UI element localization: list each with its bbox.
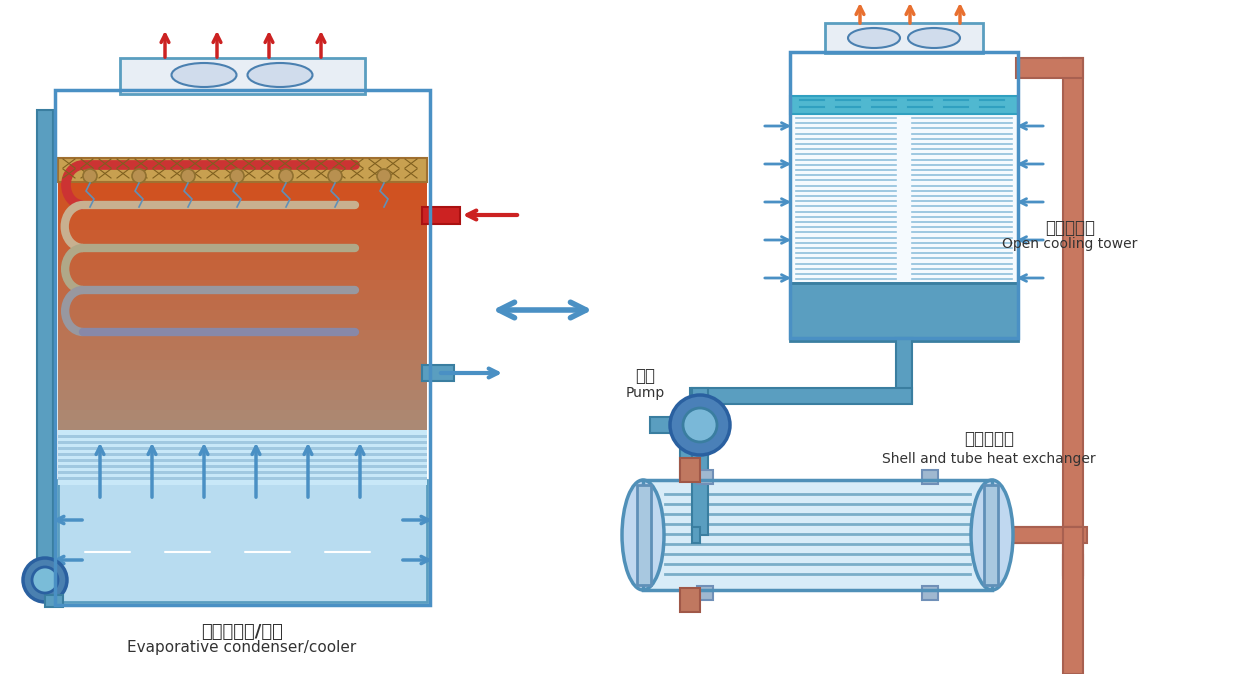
Ellipse shape [172,63,236,87]
Bar [58,435,427,438]
Bar [790,52,1018,338]
Bar [58,330,427,341]
Bar [992,527,1083,543]
Bar [1063,555,1083,575]
Bar [58,465,427,468]
Bar [58,280,427,291]
Bar [58,180,427,191]
Bar [790,113,1018,283]
Bar [692,527,699,543]
Bar [825,23,983,53]
Bar [680,433,696,480]
Ellipse shape [907,28,959,48]
Circle shape [670,395,730,455]
Bar [650,417,728,433]
Bar [680,458,699,482]
Bar [58,360,427,371]
Circle shape [32,567,58,593]
Bar [638,485,651,585]
Bar [58,453,427,456]
Bar [58,400,427,411]
Bar [1016,58,1083,78]
Bar [58,270,427,281]
Ellipse shape [621,480,664,590]
Bar [58,290,427,301]
Bar [58,430,427,485]
Bar [58,190,427,201]
Bar [58,230,427,241]
Bar [692,453,708,535]
Bar [643,480,992,590]
Circle shape [683,408,717,442]
Text: Pump: Pump [625,386,665,400]
Bar [58,420,427,431]
Ellipse shape [248,63,312,87]
Bar [58,380,427,391]
Bar [58,459,427,462]
Bar [58,90,427,160]
Bar [58,441,427,444]
Bar [1063,527,1083,674]
Bar [58,447,427,450]
Text: 水泵: 水泵 [635,367,655,385]
Bar [790,96,1018,114]
Bar [992,527,1087,543]
Bar [58,300,427,311]
Bar [984,485,998,585]
Bar [120,58,365,94]
Bar [58,250,427,261]
Ellipse shape [971,480,1013,590]
Bar [58,240,427,251]
Bar [54,90,430,605]
Bar [58,260,427,271]
Bar [58,210,427,221]
Circle shape [83,169,97,183]
Bar [422,365,454,381]
Circle shape [24,558,67,602]
Bar [692,388,708,425]
Circle shape [230,169,244,183]
Ellipse shape [848,28,900,48]
Bar [45,595,63,607]
Bar [697,470,713,484]
Bar [896,338,912,403]
Bar [680,588,699,612]
Bar [58,220,427,231]
Bar [58,390,427,401]
Bar [690,388,912,404]
Circle shape [279,169,293,183]
Bar [58,480,427,602]
Bar [643,480,992,590]
Text: Evaporative condenser/cooler: Evaporative condenser/cooler [128,640,357,655]
Bar [922,586,938,600]
Circle shape [378,169,391,183]
Bar [58,477,427,480]
Bar [790,52,1018,97]
Text: 开式冷却塔: 开式冷却塔 [1045,219,1094,237]
Bar [58,200,427,211]
Bar [790,283,1018,341]
Bar [37,110,53,560]
Circle shape [132,169,146,183]
Bar [58,410,427,421]
Bar [1063,58,1083,578]
Text: 蔭发式冷凝/却器: 蔭发式冷凝/却器 [201,623,284,641]
Bar [58,370,427,381]
Bar [58,320,427,331]
Bar [58,471,427,474]
Bar [422,207,461,224]
Text: 壳管换热器: 壳管换热器 [964,430,1014,448]
Circle shape [328,169,342,183]
Bar [922,470,938,484]
Bar [58,340,427,351]
Bar [58,350,427,361]
Bar [58,158,427,182]
Text: Shell and tube heat exchanger: Shell and tube heat exchanger [883,452,1096,466]
Text: Open cooling tower: Open cooling tower [1003,237,1138,251]
Bar [58,310,427,321]
Bar [697,586,713,600]
Circle shape [181,169,196,183]
